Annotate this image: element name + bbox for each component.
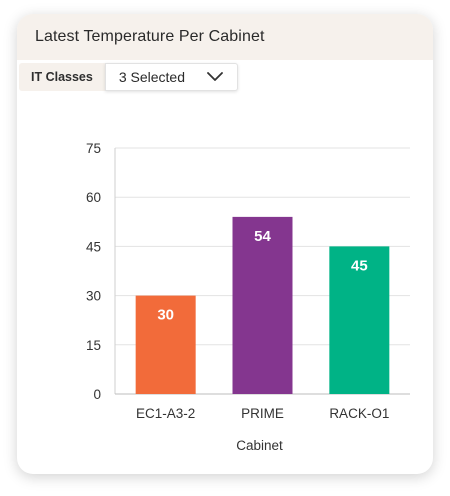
bar-value-label: 45 <box>351 257 368 274</box>
bars <box>135 216 390 394</box>
x-tick-label: EC1-A3-2 <box>136 406 195 421</box>
filter-label: IT Classes <box>19 63 105 91</box>
card-header: Latest Temperature Per Cabinet <box>17 14 433 60</box>
filter-selected-value: 3 Selected <box>118 69 186 85</box>
y-tick-label: 15 <box>86 338 101 353</box>
y-tick-label: 75 <box>86 141 101 156</box>
bar-value-label: 54 <box>254 228 271 245</box>
y-tick-label: 45 <box>86 239 101 254</box>
y-tick-label: 0 <box>93 387 101 402</box>
x-tick-label: RACK-O1 <box>329 406 389 421</box>
chevron-down-icon[interactable] <box>206 71 223 83</box>
bar-value-label: 30 <box>157 307 174 324</box>
labels: 0 15 30 45 60 75 30 EC1-A3-2 54 PRIME 45 RACK-O1 Cab… <box>86 141 389 453</box>
x-tick-label: PRIME <box>241 406 284 421</box>
y-tick-label: 60 <box>86 190 101 205</box>
bar-rack-o1[interactable] <box>329 246 390 394</box>
card-title: Latest Temperature Per Cabinet <box>35 28 265 45</box>
it-classes-filter: IT Classes 3 Selected <box>19 63 238 91</box>
x-axis-title: Cabinet <box>236 438 283 453</box>
y-tick-label: 30 <box>86 289 101 304</box>
bar-prime[interactable] <box>232 216 293 394</box>
bar-ec1-a3-2[interactable] <box>135 295 196 394</box>
it-classes-select[interactable]: 3 Selected <box>104 63 238 91</box>
